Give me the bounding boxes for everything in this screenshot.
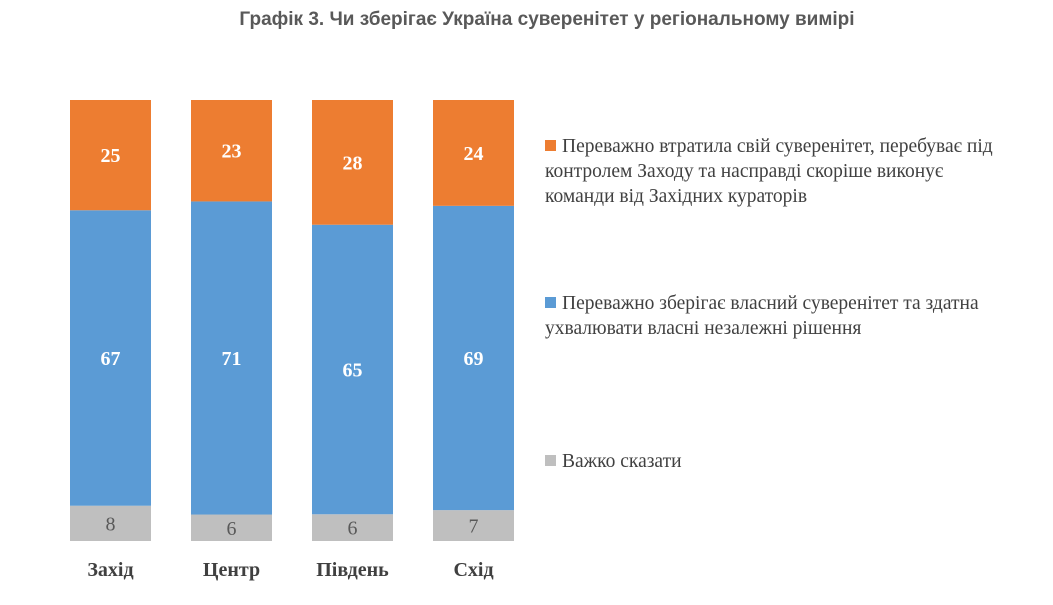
data-label-pivden-keeps-sovereignty: 65 — [343, 360, 363, 382]
legend-swatch-orange — [545, 140, 556, 151]
data-label-zakhid-keeps-sovereignty: 67 — [101, 348, 121, 370]
legend-item-keeps-sovereignty: Переважно зберігає власний суверенітет т… — [545, 291, 1015, 341]
bar-segment-skhid-hard-to-say — [433, 510, 514, 541]
category-label-pivden: Південь — [316, 559, 389, 581]
legend-item-lost-sovereignty: Переважно втратила свій суверенітет, пер… — [545, 134, 1015, 209]
data-label-skhid-keeps-sovereignty: 69 — [464, 348, 484, 370]
bar-segment-pivden-keeps-sovereignty — [312, 224, 393, 515]
legend-swatch-blue — [545, 297, 556, 308]
data-label-tsentr-hard-to-say: 6 — [227, 518, 237, 540]
legend-label: Важко сказати — [562, 451, 682, 472]
category-label-skhid: Схід — [453, 559, 493, 581]
bar-segment-zakhid-lost-sovereignty — [70, 100, 151, 211]
bar-segment-pivden-hard-to-say — [312, 514, 393, 541]
legend-label: Переважно зберігає власний суверенітет т… — [545, 293, 979, 339]
bar-segment-zakhid-hard-to-say — [70, 505, 151, 541]
bar-segment-skhid-keeps-sovereignty — [433, 205, 514, 511]
bar-segment-skhid-lost-sovereignty — [433, 100, 514, 206]
bar-segment-tsentr-keeps-sovereignty — [191, 201, 272, 515]
data-label-pivden-lost-sovereignty: 28 — [343, 152, 363, 174]
bar-segment-pivden-lost-sovereignty — [312, 100, 393, 225]
legend-item-hard-to-say: Важко сказати — [545, 449, 1015, 474]
legend-label: Переважно втратила свій суверенітет, пер… — [545, 136, 993, 207]
bar-segment-tsentr-hard-to-say — [191, 514, 272, 541]
category-label-zakhid: Захід — [87, 559, 133, 581]
data-label-tsentr-keeps-sovereignty: 71 — [222, 348, 242, 370]
data-label-skhid-hard-to-say: 7 — [469, 516, 479, 538]
category-label-tsentr: Центр — [203, 559, 260, 581]
data-label-skhid-lost-sovereignty: 24 — [464, 143, 484, 165]
chart-title: Графік 3. Чи зберігає Україна сувереніте… — [239, 9, 855, 30]
data-label-tsentr-lost-sovereignty: 23 — [222, 141, 242, 163]
data-label-zakhid-lost-sovereignty: 25 — [101, 145, 121, 167]
data-label-pivden-hard-to-say: 6 — [348, 518, 358, 540]
bar-segment-tsentr-lost-sovereignty — [191, 100, 272, 202]
data-label-zakhid-hard-to-say: 8 — [106, 513, 116, 535]
legend-swatch-gray — [545, 455, 556, 466]
bar-segment-zakhid-keeps-sovereignty — [70, 210, 151, 506]
